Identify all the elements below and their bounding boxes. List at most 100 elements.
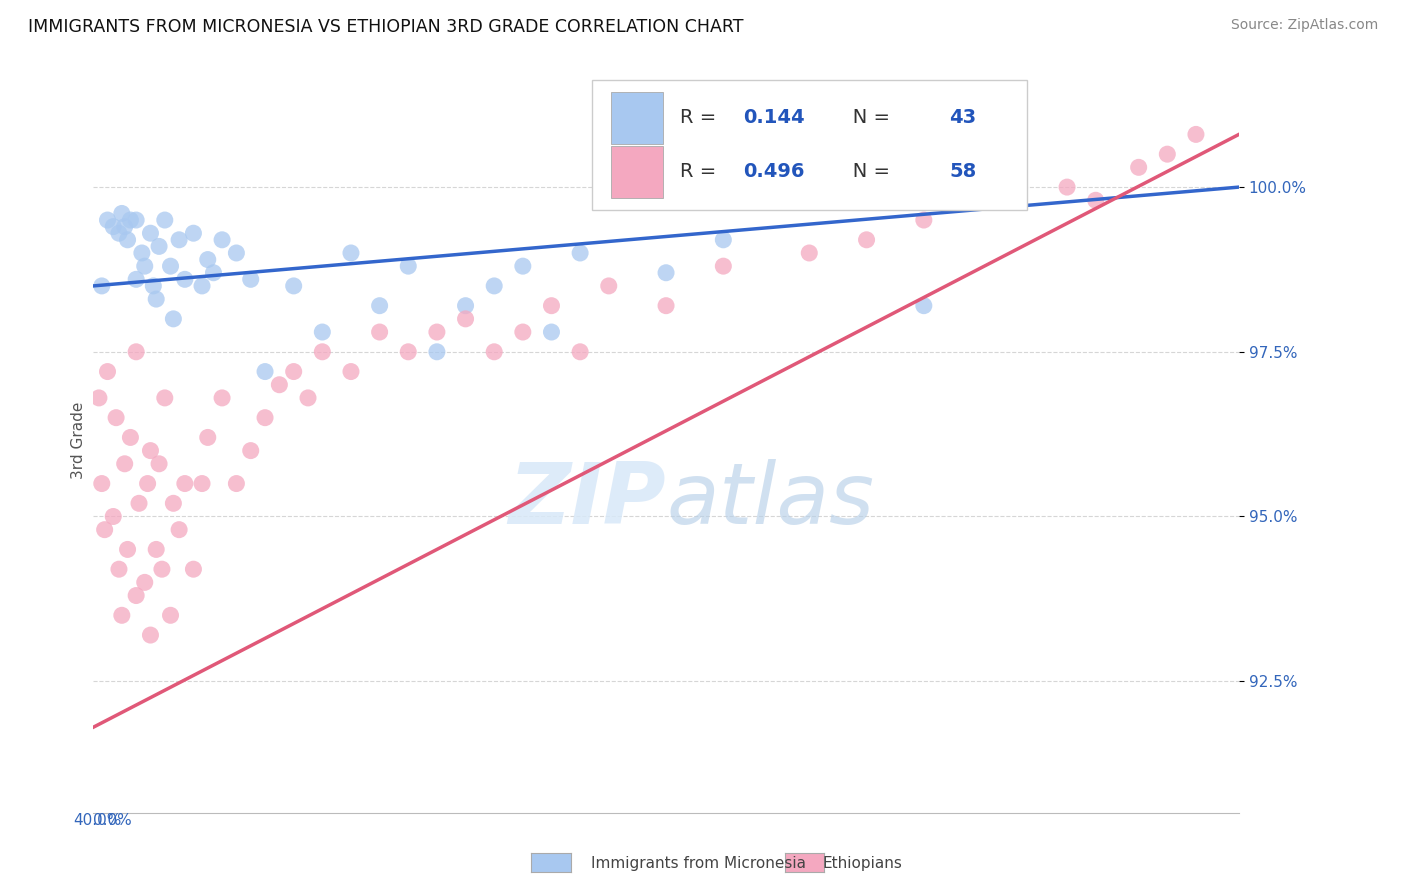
Text: Ethiopians: Ethiopians <box>823 856 903 871</box>
Point <box>254 365 277 379</box>
Point <box>128 496 150 510</box>
FancyBboxPatch shape <box>592 79 1026 210</box>
Point <box>136 476 159 491</box>
Point <box>148 239 170 253</box>
Point <box>211 233 233 247</box>
Point <box>96 365 118 379</box>
Point <box>131 246 153 260</box>
Point <box>173 272 195 286</box>
Point <box>396 259 419 273</box>
Point <box>202 266 225 280</box>
Point <box>598 279 620 293</box>
Point <box>90 476 112 491</box>
Point <box>125 272 148 286</box>
Point <box>225 246 247 260</box>
Point <box>103 509 125 524</box>
Point <box>426 325 449 339</box>
Point <box>120 430 142 444</box>
Point <box>454 311 477 326</box>
Point <box>145 542 167 557</box>
Point <box>512 259 534 273</box>
Point <box>569 246 592 260</box>
Point <box>1128 161 1150 175</box>
Point <box>191 279 214 293</box>
Point <box>90 279 112 293</box>
Point <box>173 476 195 491</box>
Point <box>912 213 935 227</box>
Point <box>239 272 262 286</box>
Point <box>93 523 115 537</box>
Point <box>142 279 165 293</box>
Point <box>912 299 935 313</box>
Point <box>540 325 562 339</box>
Point <box>454 299 477 313</box>
Text: 0.144: 0.144 <box>742 108 804 128</box>
Point <box>211 391 233 405</box>
Point <box>148 457 170 471</box>
Text: N =: N = <box>835 162 897 181</box>
Point <box>125 344 148 359</box>
Text: 43: 43 <box>949 108 976 128</box>
Point <box>239 443 262 458</box>
Point <box>340 365 363 379</box>
Y-axis label: 3rd Grade: 3rd Grade <box>72 402 86 479</box>
Point <box>159 608 181 623</box>
Point <box>799 246 821 260</box>
Point <box>855 233 877 247</box>
Point <box>711 259 734 273</box>
Point <box>167 233 190 247</box>
FancyBboxPatch shape <box>612 92 662 144</box>
Point <box>998 194 1021 208</box>
Point <box>153 391 176 405</box>
Point <box>139 226 162 240</box>
Point <box>512 325 534 339</box>
Point <box>183 562 205 576</box>
Point <box>368 325 391 339</box>
Point <box>1185 128 1208 142</box>
Point <box>311 325 333 339</box>
Point <box>103 219 125 234</box>
Point <box>167 523 190 537</box>
Text: 40.0%: 40.0% <box>73 813 122 828</box>
Point <box>117 233 139 247</box>
Point <box>225 476 247 491</box>
Point <box>311 344 333 359</box>
FancyBboxPatch shape <box>612 145 662 198</box>
Point <box>114 457 136 471</box>
Point <box>197 430 219 444</box>
Point <box>117 542 139 557</box>
Text: Immigrants from Micronesia: Immigrants from Micronesia <box>591 856 806 871</box>
Point <box>120 213 142 227</box>
Point <box>1084 194 1107 208</box>
Point <box>111 206 134 220</box>
Point <box>426 344 449 359</box>
Point <box>87 391 110 405</box>
Point <box>108 562 131 576</box>
Point <box>162 311 184 326</box>
Point <box>1056 180 1078 194</box>
Point <box>283 365 305 379</box>
Point <box>655 299 678 313</box>
Point <box>340 246 363 260</box>
Point <box>297 391 319 405</box>
Text: R =: R = <box>679 108 723 128</box>
Point <box>159 259 181 273</box>
Text: Source: ZipAtlas.com: Source: ZipAtlas.com <box>1230 18 1378 32</box>
Point <box>482 344 505 359</box>
Point <box>134 259 156 273</box>
Point <box>114 219 136 234</box>
Point <box>191 476 214 491</box>
Text: ZIP: ZIP <box>509 458 666 541</box>
Point <box>153 213 176 227</box>
Point <box>134 575 156 590</box>
Point <box>368 299 391 313</box>
Point <box>105 410 128 425</box>
Point <box>269 377 291 392</box>
Point <box>183 226 205 240</box>
Point <box>197 252 219 267</box>
Point <box>145 292 167 306</box>
Text: R =: R = <box>679 162 723 181</box>
Point <box>540 299 562 313</box>
Text: atlas: atlas <box>666 458 875 541</box>
Point <box>396 344 419 359</box>
